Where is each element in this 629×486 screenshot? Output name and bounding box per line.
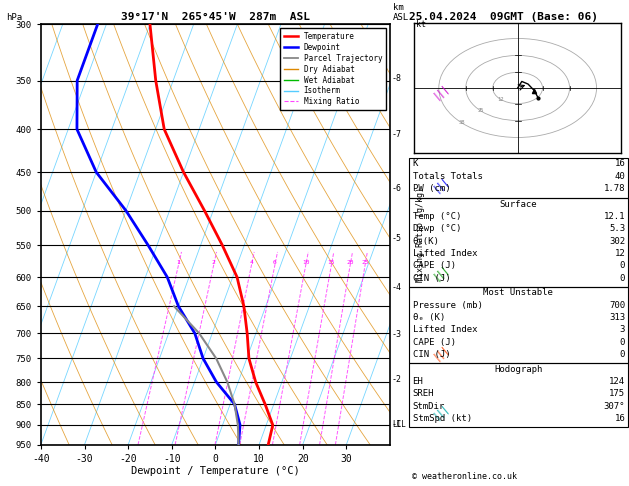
Text: -8: -8 (392, 74, 402, 83)
Text: 302: 302 (609, 237, 625, 246)
Text: 12.1: 12.1 (604, 212, 625, 221)
Text: 15: 15 (328, 260, 335, 265)
Text: SREH: SREH (413, 389, 434, 399)
Text: 5.3: 5.3 (609, 225, 625, 233)
Text: 175: 175 (609, 389, 625, 399)
Text: StmDir: StmDir (413, 401, 445, 411)
Text: 10: 10 (302, 260, 309, 265)
Text: |||: ||| (431, 82, 451, 101)
Text: 16: 16 (615, 159, 625, 169)
Text: Temp (°C): Temp (°C) (413, 212, 461, 221)
Text: CAPE (J): CAPE (J) (413, 261, 455, 271)
Text: 700: 700 (609, 300, 625, 310)
Text: 39°17'N  265°45'W  287m  ASL: 39°17'N 265°45'W 287m ASL (121, 12, 310, 22)
Text: 0: 0 (620, 350, 625, 359)
Text: 0: 0 (620, 261, 625, 271)
Text: 40: 40 (615, 172, 625, 181)
Text: 25: 25 (477, 108, 484, 114)
Text: |||: ||| (431, 262, 451, 282)
Text: |||: ||| (431, 343, 451, 362)
Text: 25: 25 (362, 260, 369, 265)
Text: 124: 124 (609, 377, 625, 386)
Text: -2: -2 (392, 375, 402, 384)
Text: Most Unstable: Most Unstable (483, 288, 554, 297)
Text: PW (cm): PW (cm) (413, 184, 450, 193)
X-axis label: Dewpoint / Temperature (°C): Dewpoint / Temperature (°C) (131, 467, 300, 476)
Text: 1.78: 1.78 (604, 184, 625, 193)
Text: |||: ||| (431, 401, 451, 421)
Text: Lifted Index: Lifted Index (413, 249, 477, 258)
Text: |||: ||| (431, 174, 451, 194)
Text: Lifted Index: Lifted Index (413, 326, 477, 334)
Text: 12: 12 (615, 249, 625, 258)
Text: -6: -6 (392, 184, 402, 192)
Text: -7: -7 (392, 130, 402, 139)
Text: © weatheronline.co.uk: © weatheronline.co.uk (412, 472, 517, 481)
Text: -1: -1 (392, 419, 402, 429)
Text: EH: EH (413, 377, 423, 386)
Text: 12: 12 (497, 97, 503, 102)
Text: 20: 20 (347, 260, 354, 265)
Text: LCL: LCL (392, 420, 406, 430)
Text: θₑ (K): θₑ (K) (413, 313, 445, 322)
Text: StmSpd (kt): StmSpd (kt) (413, 414, 472, 423)
Text: K: K (413, 159, 418, 169)
Text: Totals Totals: Totals Totals (413, 172, 482, 181)
Text: -5: -5 (392, 234, 402, 243)
Text: 6: 6 (273, 260, 277, 265)
Text: CIN (J): CIN (J) (413, 350, 450, 359)
Text: 4: 4 (250, 260, 253, 265)
Text: 0: 0 (620, 338, 625, 347)
Text: 25.04.2024  09GMT (Base: 06): 25.04.2024 09GMT (Base: 06) (409, 12, 598, 22)
Text: CIN (J): CIN (J) (413, 274, 450, 283)
Text: 0: 0 (620, 274, 625, 283)
Text: 2: 2 (212, 260, 216, 265)
Text: -3: -3 (392, 330, 402, 339)
Text: 3: 3 (620, 326, 625, 334)
Text: 38: 38 (459, 121, 465, 125)
Text: Dewp (°C): Dewp (°C) (413, 225, 461, 233)
Text: CAPE (J): CAPE (J) (413, 338, 455, 347)
Text: kt: kt (416, 20, 426, 29)
Text: -4: -4 (392, 283, 402, 293)
Text: 1: 1 (177, 260, 181, 265)
Text: Mixing Ratio (g/kg): Mixing Ratio (g/kg) (416, 187, 425, 282)
Text: km
ASL: km ASL (393, 3, 409, 22)
Text: θₑ(K): θₑ(K) (413, 237, 440, 246)
Text: 16: 16 (615, 414, 625, 423)
Text: Pressure (mb): Pressure (mb) (413, 300, 482, 310)
Text: 307°: 307° (604, 401, 625, 411)
Legend: Temperature, Dewpoint, Parcel Trajectory, Dry Adiabat, Wet Adiabat, Isotherm, Mi: Temperature, Dewpoint, Parcel Trajectory… (280, 28, 386, 110)
Text: Surface: Surface (499, 199, 537, 208)
Text: Hodograph: Hodograph (494, 364, 542, 374)
Text: hPa: hPa (6, 13, 23, 22)
Text: 313: 313 (609, 313, 625, 322)
